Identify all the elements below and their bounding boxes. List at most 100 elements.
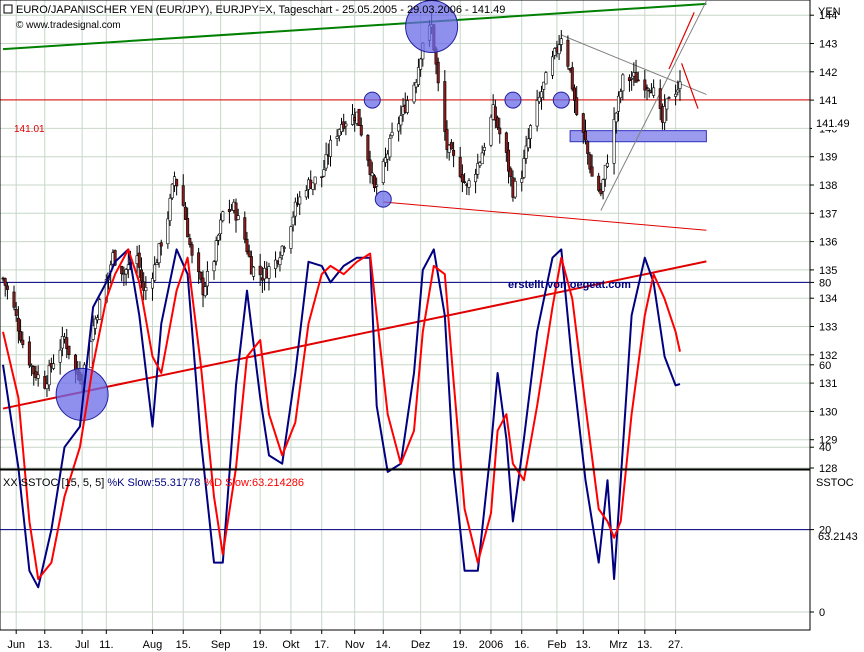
- forecast-arrow-down: [681, 63, 699, 109]
- candle-body: [652, 87, 656, 96]
- candle-body: [482, 147, 486, 151]
- author-annotation: erstellt von oegeat.com: [508, 279, 631, 291]
- candle-body: [436, 61, 440, 84]
- candle-body: [524, 145, 528, 159]
- x-tick-label: Sep: [211, 639, 231, 651]
- candle-body: [120, 265, 124, 275]
- candle-body: [498, 127, 502, 135]
- window-box-icon[interactable]: [3, 4, 13, 14]
- x-tick-label: 17.: [314, 639, 329, 651]
- candle-body: [489, 116, 493, 146]
- candle-body: [205, 271, 209, 287]
- candle-body: [496, 117, 500, 128]
- price-last-value-flag: 141.49: [812, 116, 854, 130]
- candle-body: [36, 374, 40, 379]
- source-credit: © www.tradesignal.com: [16, 20, 121, 31]
- candle-body: [647, 89, 651, 92]
- candle-body: [445, 129, 449, 150]
- candle-body: [221, 211, 225, 221]
- candle-body: [537, 96, 541, 103]
- stoch-panel-frame: [0, 469, 811, 631]
- candle-body: [474, 174, 478, 183]
- candle-body: [581, 113, 585, 133]
- axes: 1281291301311321331341351361371381391401…: [0, 0, 837, 651]
- candle-body: [476, 163, 480, 175]
- x-tick-label: Okt: [282, 639, 299, 651]
- candle-body: [170, 183, 174, 199]
- candle-body: [304, 190, 308, 198]
- price-tick-label: 143: [819, 39, 837, 51]
- stoch-unit-label: SSTOC: [816, 477, 854, 489]
- candle-body: [153, 264, 157, 281]
- candle-body: [645, 87, 649, 89]
- x-tick-label: 19.: [253, 639, 268, 651]
- pivot-markers: [55, 0, 570, 421]
- candle-body: [616, 95, 620, 112]
- pivot-marker-small: [374, 190, 392, 208]
- candle-body: [183, 206, 187, 220]
- candle-body: [480, 152, 484, 165]
- stoch-k-label: %K Slow:55.31778: [107, 477, 200, 489]
- candle-body: [282, 247, 286, 249]
- candle-body: [337, 129, 341, 137]
- candle-body: [614, 112, 618, 123]
- x-tick-label: 27.: [668, 639, 683, 651]
- price-candles: [1, 13, 682, 397]
- candle-body: [667, 97, 671, 99]
- x-tick-label: Nov: [345, 639, 365, 651]
- candle-body: [674, 93, 678, 97]
- pivot-marker-small: [552, 91, 570, 109]
- x-tick-label: Feb: [547, 639, 566, 651]
- candle-body: [335, 136, 339, 139]
- stoch-series: [2, 248, 681, 589]
- price-tick-label: 137: [819, 208, 837, 220]
- candle-body: [267, 266, 271, 279]
- x-tick-label: Jul: [75, 639, 89, 651]
- candle-body: [551, 56, 555, 76]
- price-tick-label: 135: [819, 265, 837, 277]
- candle-body: [65, 337, 69, 349]
- candle-body: [388, 138, 392, 158]
- candle-body: [663, 106, 667, 123]
- candle-body: [216, 234, 220, 241]
- x-tick-label: Dez: [411, 639, 431, 651]
- candle-body: [236, 215, 240, 220]
- stoch-grid: [0, 281, 810, 630]
- price-tick-label: 129: [819, 435, 837, 447]
- candle-body: [14, 308, 18, 316]
- price-tick-label: 139: [819, 152, 837, 164]
- price-tick-label: 134: [819, 293, 837, 305]
- price-tick-label: 128: [819, 463, 837, 475]
- candle-body: [313, 176, 317, 185]
- pivot-marker-small: [363, 91, 381, 109]
- candle-body: [522, 158, 526, 178]
- candle-body: [619, 91, 623, 99]
- candle-body: [416, 67, 420, 85]
- candle-body: [30, 365, 34, 367]
- x-tick-label: 11.: [99, 639, 113, 651]
- candle-body: [544, 72, 548, 85]
- candle-body: [557, 44, 561, 55]
- price-tick-label: 141: [819, 95, 837, 107]
- candle-body: [113, 250, 117, 266]
- stoch-line-d: [2, 248, 681, 580]
- candle-body: [458, 156, 462, 177]
- stoch-header-prefix: XX SSTOC [15, 5, 5]: [3, 477, 107, 489]
- candle-body: [245, 238, 249, 253]
- candle-body: [60, 336, 64, 349]
- price-tick-label: 131: [819, 378, 837, 390]
- stoch-last-value-flag: 63.2143: [818, 531, 858, 543]
- x-tick-label: 15.: [176, 639, 191, 651]
- stoch-line-k: [2, 248, 681, 589]
- x-tick-label: 2006: [479, 639, 503, 651]
- candle-body: [27, 341, 31, 366]
- candle-body: [529, 125, 533, 139]
- price-tick-label: 142: [819, 67, 837, 79]
- candle-body: [372, 175, 376, 189]
- candle-body: [603, 164, 607, 180]
- candle-body: [634, 72, 638, 83]
- candle-body: [359, 124, 363, 136]
- candle-body: [67, 345, 71, 356]
- candle-body: [390, 131, 394, 136]
- candle-body: [280, 245, 284, 256]
